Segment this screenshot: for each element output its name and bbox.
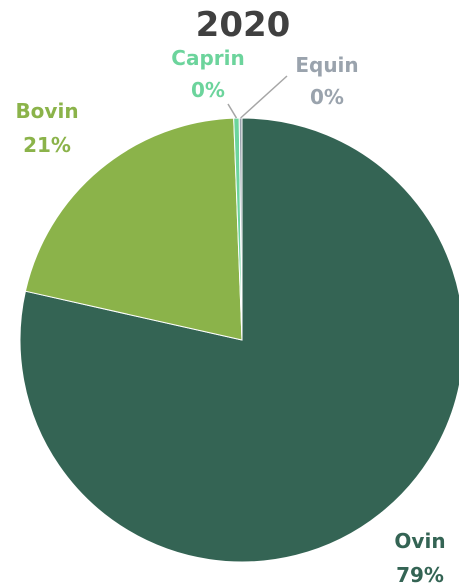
slice-label-ovin: Ovin — [394, 529, 445, 553]
leader-line-caprin — [227, 103, 238, 119]
slice-percent-ovin: 79% — [396, 563, 444, 587]
slice-percent-bovin: 21% — [23, 133, 71, 157]
slice-labels: Ovin 79% Bovin 21% Caprin 0% Equin 0% — [15, 46, 445, 587]
leader-lines — [227, 75, 288, 119]
slice-label-caprin: Caprin — [171, 46, 244, 70]
slice-label-bovin: Bovin — [15, 99, 78, 123]
slice-percent-equin: 0% — [310, 85, 344, 109]
slice-percent-caprin: 0% — [191, 78, 225, 102]
slice-label-equin: Equin — [295, 53, 358, 77]
pie-slices — [19, 117, 459, 563]
pie-slice-bovin — [24, 117, 243, 341]
leader-line-equin — [240, 75, 288, 119]
pie-slice-ovin — [19, 117, 459, 563]
chart-title: 2020 — [196, 5, 291, 45]
